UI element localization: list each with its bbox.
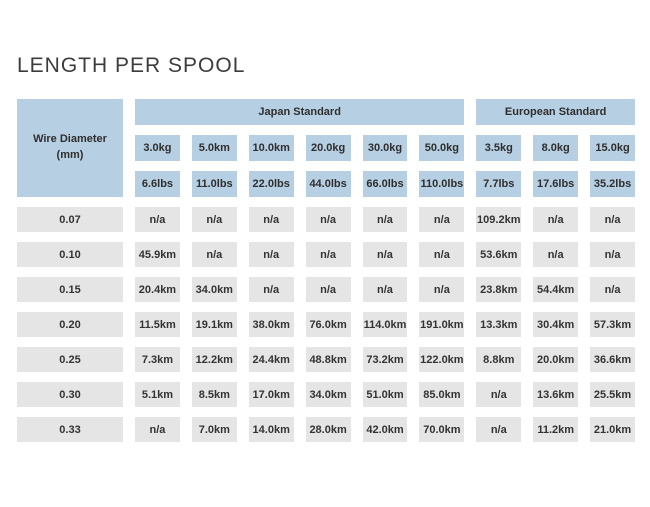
lbs-header-cell: 6.6lbs <box>135 171 180 197</box>
value-cell: n/a <box>419 242 465 267</box>
value-cell: n/a <box>248 242 294 267</box>
value-cell: 7.0km <box>191 417 237 442</box>
value-cell: n/a <box>590 242 635 267</box>
value-cell: n/a <box>362 207 408 232</box>
kg-header-cell: 15.0kg <box>590 135 635 161</box>
lbs-header-cell: 22.0lbs <box>248 171 294 197</box>
value-cell: 53.6km <box>476 242 522 267</box>
lbs-header-cell: 17.6lbs <box>533 171 579 197</box>
diameter-cell: 0.15 <box>17 277 123 302</box>
value-cell: n/a <box>476 417 522 442</box>
value-cell: 17.0km <box>248 382 294 407</box>
value-cell: 30.4km <box>533 312 579 337</box>
value-cell: n/a <box>305 277 351 302</box>
value-cell: 7.3km <box>135 347 180 372</box>
diameter-cell: 0.25 <box>17 347 123 372</box>
value-cell: n/a <box>248 277 294 302</box>
value-cell: 114.0km <box>362 312 408 337</box>
spool-length-table: Wire Diameter (mm) Japan Standard Europe… <box>17 99 635 442</box>
value-cell: 191.0km <box>419 312 465 337</box>
group-header-japan-standard: Japan Standard <box>135 99 465 125</box>
group-header-european-standard: European Standard <box>476 99 635 125</box>
value-cell: 73.2km <box>362 347 408 372</box>
value-cell: 12.2km <box>191 347 237 372</box>
lbs-header-cell: 66.0lbs <box>362 171 408 197</box>
lbs-header-cell: 35.2lbs <box>590 171 635 197</box>
value-cell: 45.9km <box>135 242 180 267</box>
value-cell: 109.2km <box>476 207 522 232</box>
value-cell: n/a <box>590 277 635 302</box>
value-cell: 23.8km <box>476 277 522 302</box>
value-cell: 70.0km <box>419 417 465 442</box>
lbs-header-cell: 110.0lbs <box>419 171 465 197</box>
value-cell: 85.0km <box>419 382 465 407</box>
value-cell: 76.0km <box>305 312 351 337</box>
lbs-header-cell: 7.7lbs <box>476 171 522 197</box>
diameter-cell: 0.07 <box>17 207 123 232</box>
kg-header-cell: 8.0kg <box>533 135 579 161</box>
value-cell: 48.8km <box>305 347 351 372</box>
value-cell: 34.0km <box>305 382 351 407</box>
value-cell: n/a <box>476 382 522 407</box>
value-cell: n/a <box>191 242 237 267</box>
value-cell: 19.1km <box>191 312 237 337</box>
value-cell: 57.3km <box>590 312 635 337</box>
value-cell: n/a <box>248 207 294 232</box>
value-cell: n/a <box>135 207 180 232</box>
value-cell: 24.4km <box>248 347 294 372</box>
value-cell: 11.5km <box>135 312 180 337</box>
value-cell: n/a <box>135 417 180 442</box>
value-cell: n/a <box>191 207 237 232</box>
value-cell: n/a <box>362 277 408 302</box>
value-cell: 25.5km <box>590 382 635 407</box>
value-cell: n/a <box>305 242 351 267</box>
value-cell: 54.4km <box>533 277 579 302</box>
lbs-header-cell: 44.0lbs <box>305 171 351 197</box>
value-cell: 122.0km <box>419 347 465 372</box>
value-cell: 51.0km <box>362 382 408 407</box>
lbs-header-cell: 11.0lbs <box>191 171 237 197</box>
kg-header-cell: 20.0kg <box>305 135 351 161</box>
diameter-cell: 0.33 <box>17 417 123 442</box>
value-cell: 13.3km <box>476 312 522 337</box>
value-cell: 20.0km <box>533 347 579 372</box>
page-title: LENGTH PER SPOOL <box>17 54 246 77</box>
value-cell: n/a <box>533 242 579 267</box>
value-cell: 34.0km <box>191 277 237 302</box>
value-cell: 20.4km <box>135 277 180 302</box>
value-cell: 21.0km <box>590 417 635 442</box>
value-cell: n/a <box>590 207 635 232</box>
value-cell: 5.1km <box>135 382 180 407</box>
value-cell: 8.5km <box>191 382 237 407</box>
kg-header-cell: 3.0kg <box>135 135 180 161</box>
value-cell: 36.6km <box>590 347 635 372</box>
value-cell: 13.6km <box>533 382 579 407</box>
kg-header-cell: 3.5kg <box>476 135 522 161</box>
value-cell: 11.2km <box>533 417 579 442</box>
wire-diameter-header: Wire Diameter (mm) <box>17 99 123 197</box>
kg-header-cell: 50.0kg <box>419 135 465 161</box>
value-cell: n/a <box>362 242 408 267</box>
value-cell: 38.0km <box>248 312 294 337</box>
value-cell: n/a <box>419 277 465 302</box>
value-cell: n/a <box>533 207 579 232</box>
kg-header-cell: 30.0kg <box>362 135 408 161</box>
kg-header-cell: 5.0km <box>191 135 237 161</box>
value-cell: 14.0km <box>248 417 294 442</box>
value-cell: 28.0km <box>305 417 351 442</box>
kg-header-cell: 10.0km <box>248 135 294 161</box>
diameter-cell: 0.10 <box>17 242 123 267</box>
value-cell: 42.0km <box>362 417 408 442</box>
value-cell: n/a <box>419 207 465 232</box>
diameter-cell: 0.20 <box>17 312 123 337</box>
value-cell: 8.8km <box>476 347 522 372</box>
diameter-cell: 0.30 <box>17 382 123 407</box>
value-cell: n/a <box>305 207 351 232</box>
